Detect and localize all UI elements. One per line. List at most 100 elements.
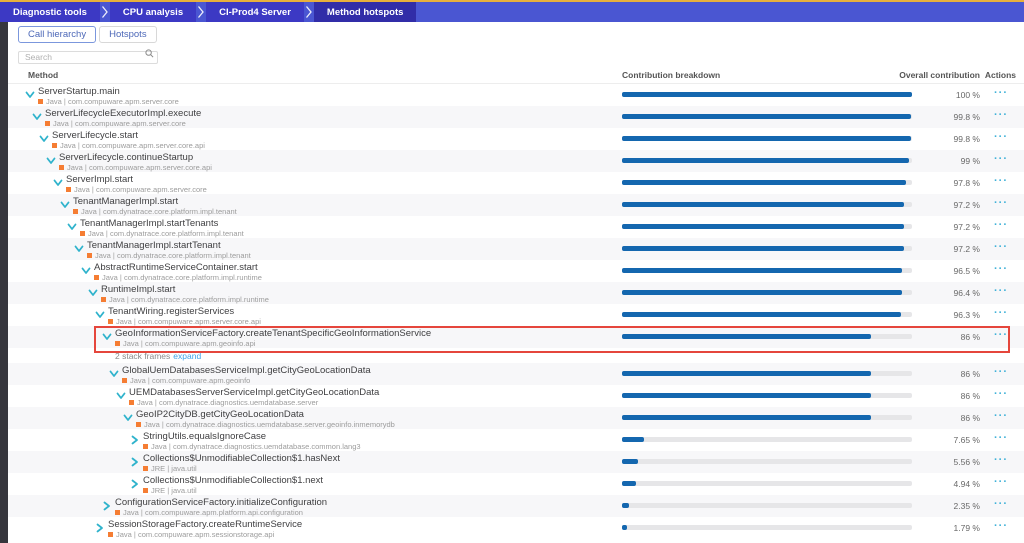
overall-contribution-value: 96.4 % — [953, 288, 980, 298]
row-actions-button[interactable]: ··· — [994, 307, 1008, 319]
chevron-down-icon[interactable] — [53, 179, 63, 187]
chevron-down-icon[interactable] — [39, 135, 49, 143]
overall-contribution-value: 4.94 % — [953, 479, 980, 489]
row-actions-button[interactable]: ··· — [994, 153, 1008, 165]
method-cell: UEMDatabasesServerServiceImpl.getCityGeo… — [8, 385, 1024, 407]
row-actions-button[interactable]: ··· — [994, 329, 1008, 341]
technology-icon — [115, 341, 120, 346]
expand-link[interactable]: expand — [173, 351, 202, 361]
table-row[interactable]: TenantManagerImpl.startTenant Java | com.… — [8, 238, 1024, 260]
chevron-down-icon[interactable] — [25, 91, 35, 99]
chevron-down-icon[interactable] — [81, 267, 91, 275]
row-actions-button[interactable]: ··· — [994, 131, 1008, 143]
row-actions-button[interactable]: ··· — [994, 219, 1008, 231]
method-name: ServerImpl.start — [66, 174, 134, 185]
chevron-down-icon[interactable] — [32, 113, 42, 121]
chevron-right-icon[interactable] — [130, 457, 140, 467]
method-name: GlobalUemDatabasesServiceImpl.getCityGeo… — [122, 365, 371, 376]
method-package: Java | com.dynatrace.core.platform.impl.… — [80, 229, 1024, 238]
method-name: ServerLifecycle.continueStartup — [59, 152, 194, 163]
row-actions-button[interactable]: ··· — [994, 109, 1008, 121]
chevron-down-icon[interactable] — [74, 245, 84, 253]
row-actions-button[interactable]: ··· — [994, 520, 1008, 532]
chevron-right-icon[interactable] — [130, 479, 140, 489]
overall-contribution-value: 5.56 % — [953, 457, 980, 467]
chevron-right-icon[interactable] — [102, 501, 112, 511]
method-name: Collections$UnmodifiableCollection$1.nex… — [143, 475, 324, 486]
method-package: Java | com.compuware.apm.server.core.api — [52, 141, 1024, 150]
method-package: Java | com.compuware.apm.sessionstorage.… — [108, 530, 1024, 539]
table-row[interactable]: ConfigurationServiceFactory.initializeCo… — [8, 495, 1024, 517]
method-cell: RuntimeImpl.start Java | com.dynatrace.co… — [8, 282, 1024, 304]
row-actions-button[interactable]: ··· — [994, 175, 1008, 187]
tab-hotspots[interactable]: Hotspots — [99, 26, 157, 43]
column-header-method: Method — [28, 70, 59, 80]
row-actions-button[interactable]: ··· — [994, 432, 1008, 444]
contribution-bar — [622, 437, 912, 442]
chevron-down-icon[interactable] — [116, 392, 126, 400]
contribution-bar — [622, 246, 912, 251]
chevron-down-icon[interactable] — [88, 289, 98, 297]
table-row[interactable]: GlobalUemDatabasesServiceImpl.getCityGeo… — [8, 363, 1024, 385]
table-row[interactable]: SessionStorageFactory.createRuntimeServi… — [8, 517, 1024, 539]
contribution-bar — [622, 393, 912, 398]
table-row[interactable]: AbstractRuntimeServiceContainer.start Jav… — [8, 260, 1024, 282]
left-edge-strip — [0, 22, 8, 543]
row-actions-button[interactable]: ··· — [994, 476, 1008, 488]
chevron-right-icon[interactable] — [95, 523, 105, 533]
contribution-bar — [622, 268, 912, 273]
method-package: Java | com.compuware.apm.geoinfo.api — [115, 339, 1024, 348]
row-actions-button[interactable]: ··· — [994, 87, 1008, 99]
technology-icon — [73, 209, 78, 214]
breadcrumb-item[interactable]: CI-Prod4 Server — [206, 2, 304, 22]
chevron-down-icon[interactable] — [102, 333, 112, 341]
table-row[interactable]: ServerImpl.start Java | com.compuware.apm… — [8, 172, 1024, 194]
overall-contribution-value: 7.65 % — [953, 435, 980, 445]
method-name: TenantManagerImpl.startTenants — [80, 218, 219, 229]
table-row[interactable]: ServerLifecycle.start Java | com.compuwar… — [8, 128, 1024, 150]
technology-icon — [143, 444, 148, 449]
row-actions-button[interactable]: ··· — [994, 241, 1008, 253]
table-row[interactable]: RuntimeImpl.start Java | com.dynatrace.co… — [8, 282, 1024, 304]
chevron-down-icon[interactable] — [109, 370, 119, 378]
row-actions-button[interactable]: ··· — [994, 263, 1008, 275]
table-row[interactable]: ServerLifecycleExecutorImpl.execute Java … — [8, 106, 1024, 128]
table-row[interactable]: TenantManagerImpl.start Java | com.dynatr… — [8, 194, 1024, 216]
table-row[interactable]: ServerLifecycle.continueStartup Java | co… — [8, 150, 1024, 172]
breadcrumb-item[interactable]: Method hotspots — [313, 2, 417, 22]
row-actions-button[interactable]: ··· — [994, 197, 1008, 209]
table-row[interactable]: TenantManagerImpl.startTenants Java | com… — [8, 216, 1024, 238]
chevron-right-icon[interactable] — [130, 435, 140, 445]
table-row[interactable]: UEMDatabasesServerServiceImpl.getCityGeo… — [8, 385, 1024, 407]
row-actions-button[interactable]: ··· — [994, 454, 1008, 466]
table-row[interactable]: Collections$UnmodifiableCollection$1.has… — [8, 451, 1024, 473]
technology-icon — [59, 165, 64, 170]
column-header-actions: Actions — [984, 70, 1016, 80]
row-actions-button[interactable]: ··· — [994, 410, 1008, 422]
table-row[interactable]: GeoIP2CityDB.getCityGeoLocationData Java … — [8, 407, 1024, 429]
chevron-down-icon[interactable] — [60, 201, 70, 209]
method-package: JRE | java.util — [143, 486, 1024, 495]
method-package: Java | com.dynatrace.diagnostics.uemdata… — [136, 420, 1024, 429]
chevron-down-icon[interactable] — [123, 414, 133, 422]
search-icon[interactable] — [145, 49, 154, 58]
chevron-down-icon[interactable] — [46, 157, 56, 165]
table-row[interactable]: ServerStartup.main Java | com.compuware.a… — [8, 84, 1024, 106]
method-package: Java | com.compuware.apm.server.core — [66, 185, 1024, 194]
table-row[interactable]: GeoInformationServiceFactory.createTenan… — [8, 326, 1024, 353]
chevron-down-icon[interactable] — [67, 223, 77, 231]
table-row[interactable]: Collections$UnmodifiableCollection$1.nex… — [8, 473, 1024, 495]
row-actions-button[interactable]: ··· — [994, 388, 1008, 400]
row-actions-button[interactable]: ··· — [994, 498, 1008, 510]
chevron-down-icon[interactable] — [95, 311, 105, 319]
table-row[interactable]: StringUtils.equalsIgnoreCase Java | com.d… — [8, 429, 1024, 451]
table-row[interactable]: TenantWiring.registerServices Java | com.… — [8, 304, 1024, 326]
overall-contribution-value: 100 % — [955, 90, 980, 100]
breadcrumb-item[interactable]: Diagnostic tools — [0, 2, 100, 22]
tab-call-hierarchy[interactable]: Call hierarchy — [18, 26, 97, 43]
breadcrumb-item[interactable]: CPU analysis — [109, 2, 197, 22]
search-input[interactable] — [18, 50, 158, 64]
row-actions-button[interactable]: ··· — [994, 366, 1008, 378]
contribution-bar — [622, 525, 912, 530]
row-actions-button[interactable]: ··· — [994, 285, 1008, 297]
